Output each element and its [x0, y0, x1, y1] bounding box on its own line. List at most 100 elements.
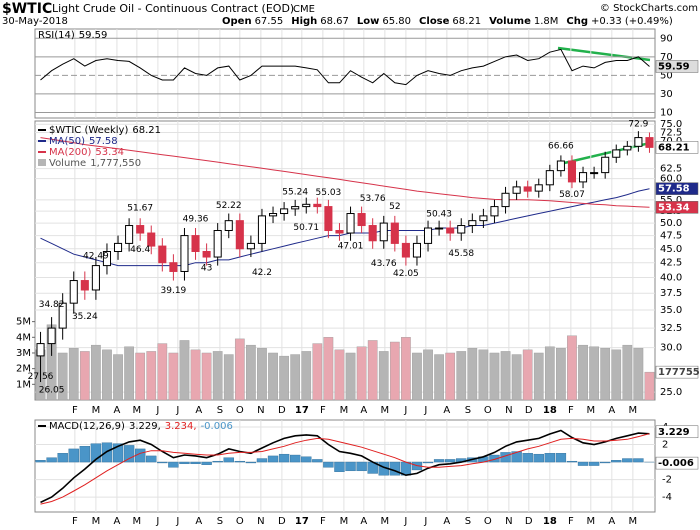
histogram-bar	[168, 461, 179, 468]
price-annotation: 52.22	[216, 201, 242, 211]
candle-body	[69, 280, 78, 304]
candle-body	[125, 225, 134, 244]
volume-bar	[146, 351, 157, 401]
histogram-bar	[278, 453, 290, 463]
volume-bar	[389, 341, 400, 401]
candle-body	[113, 242, 123, 252]
x-tick-label: M	[92, 405, 101, 416]
x-tick-label: J	[175, 405, 179, 416]
volume-bar	[223, 354, 234, 401]
x-tick-label: O	[484, 405, 492, 416]
candle-body	[612, 149, 621, 158]
candle-body	[224, 220, 233, 232]
price-annotation: 46.4	[130, 245, 150, 255]
x-tick-label: M	[629, 405, 638, 416]
value-box	[655, 182, 699, 195]
stat-value: 68.21	[452, 16, 481, 27]
histogram-bar	[79, 446, 91, 463]
candle-body	[578, 172, 588, 183]
histogram-bar	[112, 443, 124, 463]
candle-body	[136, 225, 145, 234]
candle-body	[390, 222, 399, 244]
histogram-bar	[599, 461, 611, 464]
x-tick-label: 17	[295, 516, 309, 527]
volume-bar	[489, 352, 500, 401]
candle-body	[191, 235, 200, 252]
x-tick-label: 18	[543, 405, 557, 416]
y-tick-label: 35.0	[660, 305, 682, 316]
candle-body	[490, 206, 499, 217]
y-tick-label: 2	[662, 440, 668, 451]
price-annotation: 34.82	[39, 300, 65, 310]
value-box	[655, 365, 699, 379]
histogram-bar	[234, 460, 246, 463]
price-panel	[34, 120, 656, 401]
volume-bar	[257, 348, 267, 401]
y-tick-label: -4	[662, 492, 672, 503]
x-tick-label: M	[586, 516, 595, 527]
value-box-label: 59.59	[658, 61, 690, 72]
candle-body	[257, 215, 267, 244]
x-tick-label: J	[423, 405, 427, 416]
legend-value: 3.234,	[165, 421, 197, 432]
candle-body	[346, 213, 355, 234]
candle-body	[623, 145, 632, 151]
price-annotation: 26.05	[39, 386, 65, 396]
y-tick-label: 47.5	[660, 231, 682, 242]
volume-bar	[91, 344, 101, 401]
x-tick-label: M	[133, 516, 142, 527]
value-box-label: 1777550	[658, 367, 700, 378]
y-tick-label: 32.5	[660, 323, 682, 334]
candle-body	[36, 343, 45, 357]
volume-bar	[312, 343, 323, 401]
stat-value: +0.33 (+0.49%)	[591, 16, 673, 27]
histogram-bar	[267, 455, 279, 463]
histogram-bar	[577, 461, 589, 466]
histogram-bar	[566, 460, 578, 463]
volume-bar	[179, 340, 190, 401]
value-box-label: 53.34	[658, 202, 690, 213]
volume-bar	[478, 349, 489, 401]
volume-bar	[246, 344, 256, 401]
copyright: © StockCharts.com	[600, 3, 698, 14]
stat-label: Close	[419, 16, 450, 27]
x-tick-label: A	[114, 405, 121, 416]
legend-value: 68.21	[132, 125, 161, 136]
y2-tick-label: 4M	[16, 332, 31, 343]
legend-label: MACD(12,26,9) 3.229, 3.234, -0.006	[49, 421, 233, 432]
candle-body	[169, 262, 178, 272]
histogram-bar	[511, 451, 522, 463]
histogram-bar	[588, 461, 600, 466]
histogram-bar	[123, 445, 135, 463]
x-tick-label: F	[568, 405, 574, 416]
stat-label: Low	[357, 16, 379, 27]
histogram-bar	[201, 461, 212, 465]
price-annotation: 27.56	[28, 372, 54, 382]
x-tick-label: D	[525, 516, 533, 527]
histogram-bar	[179, 461, 190, 465]
candle-body	[634, 137, 643, 147]
x-tick-label: J	[155, 516, 159, 527]
histogram-bar	[433, 459, 445, 463]
y-tick-label: 45.0	[660, 244, 682, 255]
stats-line: Open 67.55 High 68.67 Low 65.80 Close 68.21 Volu…	[222, 16, 673, 27]
histogram-bar	[334, 461, 345, 472]
legend-value: 53.34	[95, 147, 124, 158]
candle-body	[435, 227, 444, 230]
value-box-label: 68.21	[658, 142, 690, 153]
volume-bar	[633, 348, 644, 401]
histogram-bar	[212, 460, 223, 463]
value-box	[655, 425, 699, 439]
x-tick-label: A	[195, 405, 202, 416]
price-annotation: 39.19	[161, 286, 187, 296]
volume-bar	[124, 346, 134, 401]
legend-name: RSI(14)	[38, 30, 75, 41]
y-tick-label: -2	[662, 475, 672, 486]
stat-value: 68.67	[320, 16, 349, 27]
candle-body	[335, 230, 344, 234]
macd-line	[40, 429, 650, 504]
x-tick-label: J	[423, 516, 427, 527]
volume-bar	[279, 355, 289, 401]
volume-bar	[168, 352, 179, 401]
price-annotation: 58.07	[559, 190, 585, 200]
